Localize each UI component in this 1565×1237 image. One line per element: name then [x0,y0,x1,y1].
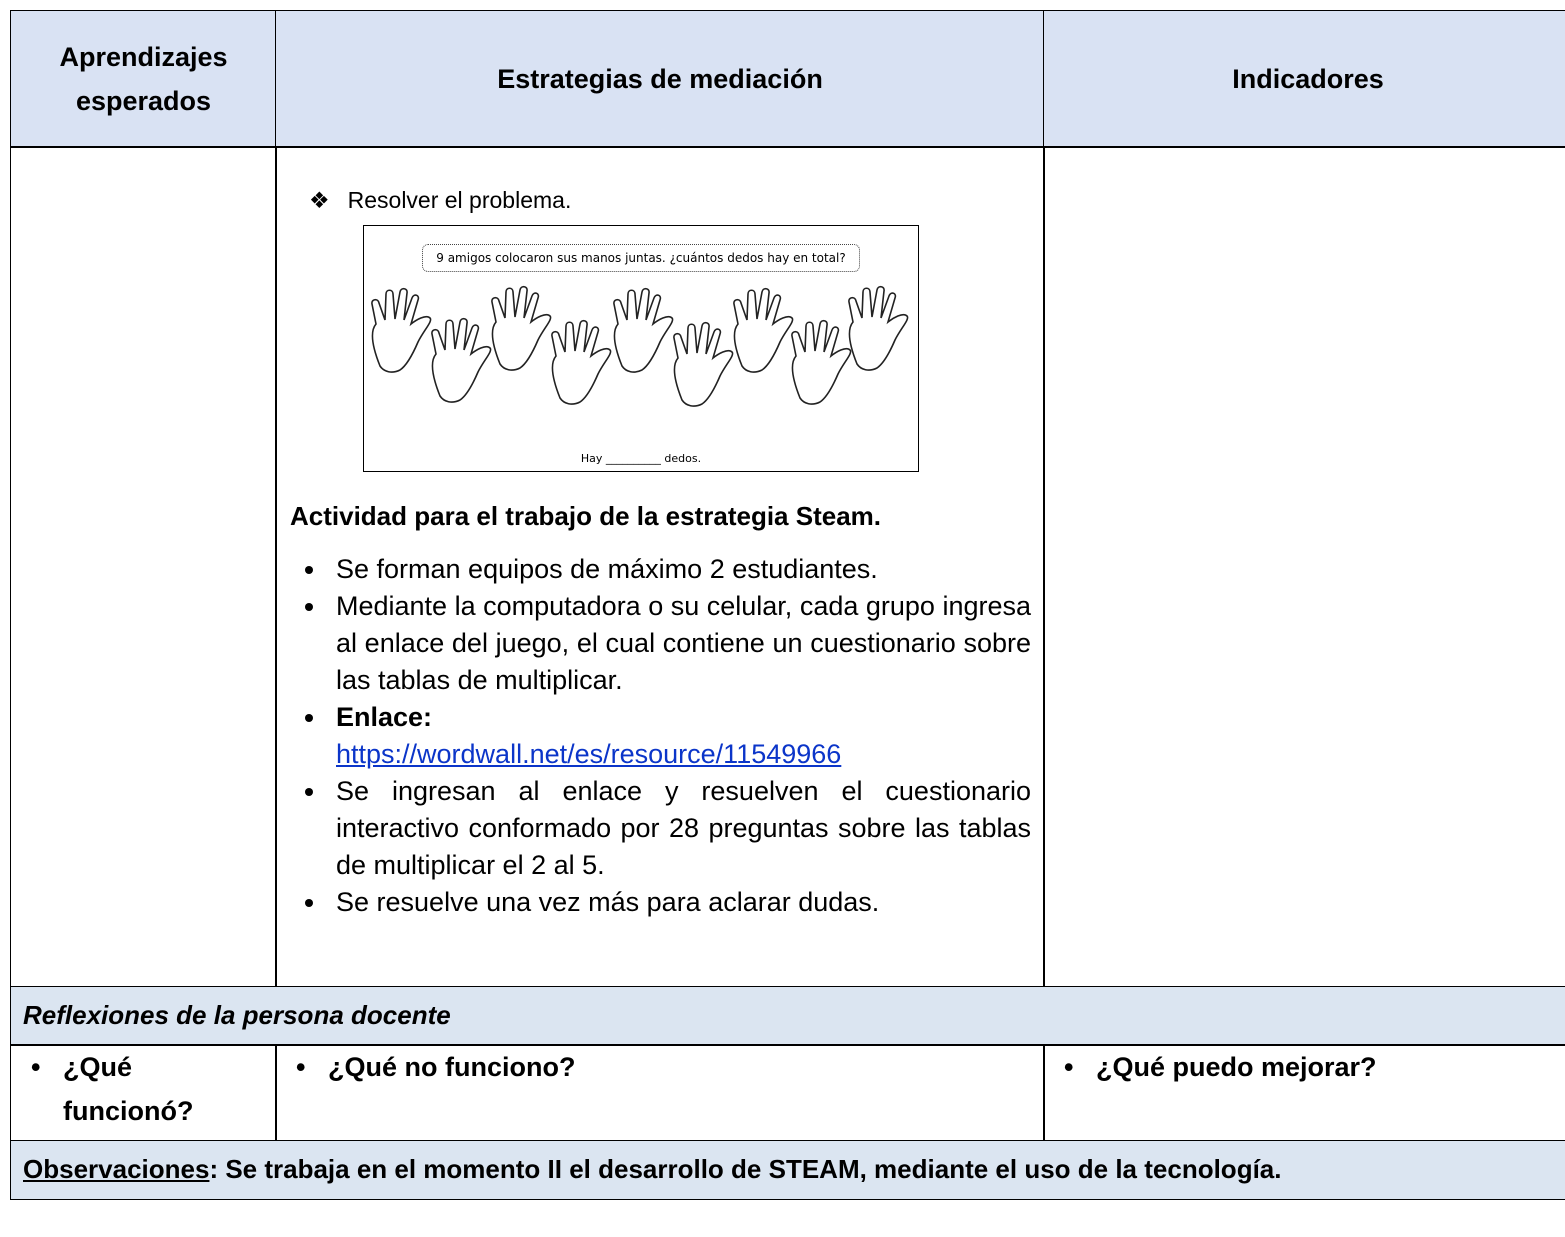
observations: Observaciones: Se trabaja en el momento … [10,1140,1565,1200]
hand-icons [371,285,909,407]
step: ❖ Resolver el problema. [309,187,571,214]
question: ¿Qué funcionó? [11,1045,213,1133]
header-text: Aprendizajes esperados [59,42,228,116]
activity-list: Se forman equipos de máximo 2 estudiante… [276,551,1031,921]
observations-label: Observaciones [23,1154,210,1184]
bullet: Se resuelve una vez más para aclarar dud… [328,884,1031,921]
question: ¿Qué puedo mejorar? [1044,1045,1565,1089]
activity-list-wrap: Se forman equipos de máximo 2 estudiante… [276,551,1031,921]
worksheet-question: 9 amigos colocaron sus manos juntas. ¿cu… [422,244,860,272]
bullet: Enlace: https://wordwall.net/es/resource/… [328,699,1031,773]
header-cell: Indicadores [1043,10,1565,148]
worksheet: 9 amigos colocaron sus manos juntas. ¿cu… [363,225,919,472]
worksheet-answer: Hay __________ dedos. [580,452,702,465]
bullet: Se forman equipos de máximo 2 estudiante… [328,551,1031,588]
body-cell [10,146,277,988]
header-cell: Aprendizajes esperados [10,10,277,148]
bullet: Mediante la computadora o su celular, ca… [328,588,1031,699]
observations-text: : Se trabaja en el momento II el desarro… [209,1154,1282,1184]
link-label: Enlace: [336,702,433,732]
header-text: Indicadores [1232,64,1384,94]
bullet: Se ingresan al enlace y resuelven el cue… [328,773,1031,884]
hands [371,285,909,407]
step-text: Resolver el problema. [347,187,572,213]
link[interactable]: https://wordwall.net/es/resource/1154996… [336,739,842,769]
question: ¿Qué no funciono? [276,1045,1044,1089]
question-cell: ¿Qué puedo mejorar? [1043,1044,1565,1142]
question-cell: ¿Qué no funciono? [275,1044,1045,1142]
reflection-title: Reflexiones de la persona docente [10,986,1565,1046]
question-cell: ¿Qué funcionó? [10,1044,277,1142]
body-cell: ❖ Resolver el problema. 9 amigos colocaro… [275,146,1045,988]
step-icon: ❖ [309,187,330,213]
activity-title: Actividad para el trabajo de la estrateg… [290,501,882,531]
header-cell: Estrategias de mediación [275,10,1045,148]
header-text: Estrategias de mediación [497,64,823,94]
body-cell [1043,146,1565,988]
